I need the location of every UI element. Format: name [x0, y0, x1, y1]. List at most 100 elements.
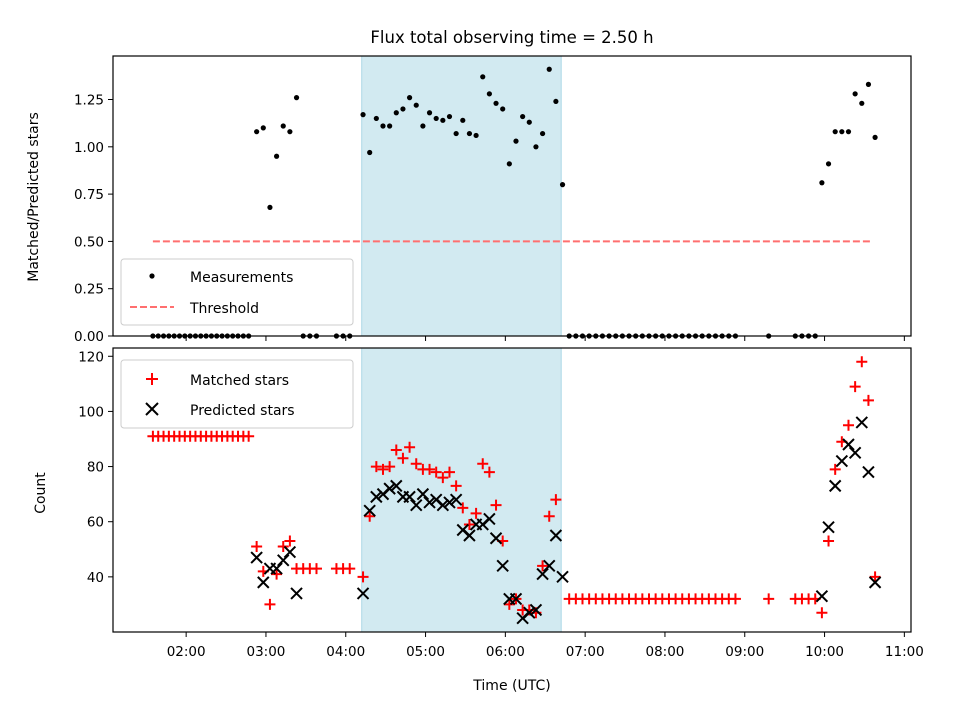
top-y-tick-label: 1.00 [74, 140, 104, 156]
top-y-tick-label: 0.25 [74, 282, 104, 298]
matched-star-point [470, 507, 482, 519]
matched-star-point [477, 458, 489, 470]
top-y-tick-label: 1.25 [74, 93, 104, 109]
bottom-legend-box [120, 359, 354, 429]
measurement-point [433, 115, 439, 122]
matched-star-point [344, 563, 356, 575]
measurement-point [373, 115, 379, 122]
bottom-y-tick-label: 80 [87, 460, 104, 476]
x-tick-label: 03:00 [246, 644, 285, 660]
predicted-star-point [403, 490, 416, 504]
matched-star-point [457, 502, 469, 514]
predicted-star-point [855, 416, 868, 429]
matched-star-point [823, 535, 835, 547]
x-tick-label: 05:00 [406, 644, 445, 660]
predicted-star-point [257, 576, 270, 589]
measurement-point [254, 129, 260, 135]
predicted-star-point [543, 559, 556, 573]
measurement-point [287, 129, 293, 135]
matched-star-point [729, 593, 741, 605]
measurement-point [420, 123, 426, 129]
legend-matched-marker [146, 373, 158, 385]
bottom-y-tick-label: 120 [78, 349, 104, 365]
measurement-point [493, 100, 499, 106]
predicted-star-point [370, 490, 383, 504]
matched-star-point [849, 381, 861, 393]
measurement-point [520, 113, 526, 120]
top-legend: Measurements Threshold [120, 258, 354, 326]
predicted-star-point [483, 512, 496, 526]
matched-star-point [284, 535, 296, 547]
top-y-tick-label: 0.00 [74, 329, 104, 345]
matched-star-point [856, 356, 868, 368]
measurement-point [526, 119, 532, 125]
x-tick-label: 09:00 [725, 644, 764, 660]
matched-star-point [763, 593, 775, 605]
measurement-point [400, 106, 406, 112]
matched-star-point [430, 466, 442, 478]
measurement-point [865, 81, 872, 87]
measurement-point [839, 129, 845, 135]
legend-predicted-label: Predicted stars [190, 403, 295, 419]
predicted-star-point [283, 545, 297, 559]
matched-star-point [404, 441, 416, 453]
predicted-star-point [463, 529, 476, 542]
measurement-point [380, 123, 386, 129]
predicted-star-point [290, 587, 303, 600]
matched-star-point [424, 463, 436, 475]
predicted-star-point [536, 567, 549, 581]
measurement-point [367, 149, 373, 156]
measurement-point [453, 130, 459, 137]
predicted-star-point [549, 529, 563, 542]
predicted-star-point [416, 487, 430, 501]
matched-star-point [450, 480, 462, 492]
measurement-point [480, 74, 486, 80]
measurement-point [819, 180, 825, 186]
legend-threshold-label: Threshold [189, 301, 259, 317]
predicted-star-point [556, 570, 569, 584]
matched-star-point [463, 518, 475, 530]
measurement-point [280, 123, 286, 129]
measurement-point [413, 102, 419, 108]
top-y-tick-label: 0.75 [74, 187, 104, 203]
bottom-y-tick-label: 40 [87, 570, 104, 586]
measurement-point [293, 95, 300, 101]
matched-star-point [816, 607, 828, 619]
matched-star-point [271, 568, 283, 580]
matched-star-point [410, 458, 422, 470]
axes: 0.00 0.25 0.50 0.75 1.00 1.25 40 60 80 100 120 02:0… [74, 55, 924, 660]
measurement-point [387, 123, 393, 129]
measurement-point [553, 98, 559, 105]
matched-star-point [251, 541, 263, 553]
predicted-star-point [842, 438, 855, 451]
measurement-point [832, 129, 838, 135]
x-tick-label: 02:00 [167, 644, 206, 660]
measurement-point [539, 130, 546, 137]
predicted-star-point [862, 465, 875, 479]
x-tick-label: 07:00 [566, 644, 605, 660]
matched-star-point [377, 463, 389, 475]
matched-star-point [277, 541, 289, 553]
predicted-star-point [356, 587, 370, 600]
x-tick-label: 06:00 [486, 644, 525, 660]
top-legend-box [120, 258, 354, 326]
measurement-point [559, 182, 566, 188]
predicted-star-point [423, 496, 436, 509]
measurement-point [440, 117, 446, 123]
matched-star-point [384, 461, 396, 473]
measurement-point [406, 95, 413, 101]
matched-star-point [443, 466, 455, 478]
measurement-point [360, 112, 366, 118]
measurement-point [533, 144, 539, 150]
matched-star-point [869, 571, 881, 583]
matched-star-point [543, 510, 555, 522]
matched-star-point [357, 571, 369, 583]
matched-star-point [550, 494, 562, 506]
x-tick-label: 10:00 [805, 644, 844, 660]
bottom-panel-marks [147, 356, 882, 625]
matched-star-point [397, 452, 409, 464]
x-axis-label: Time (UTC) [472, 678, 550, 694]
measurement-point [466, 130, 473, 137]
measurement-point [273, 153, 280, 159]
